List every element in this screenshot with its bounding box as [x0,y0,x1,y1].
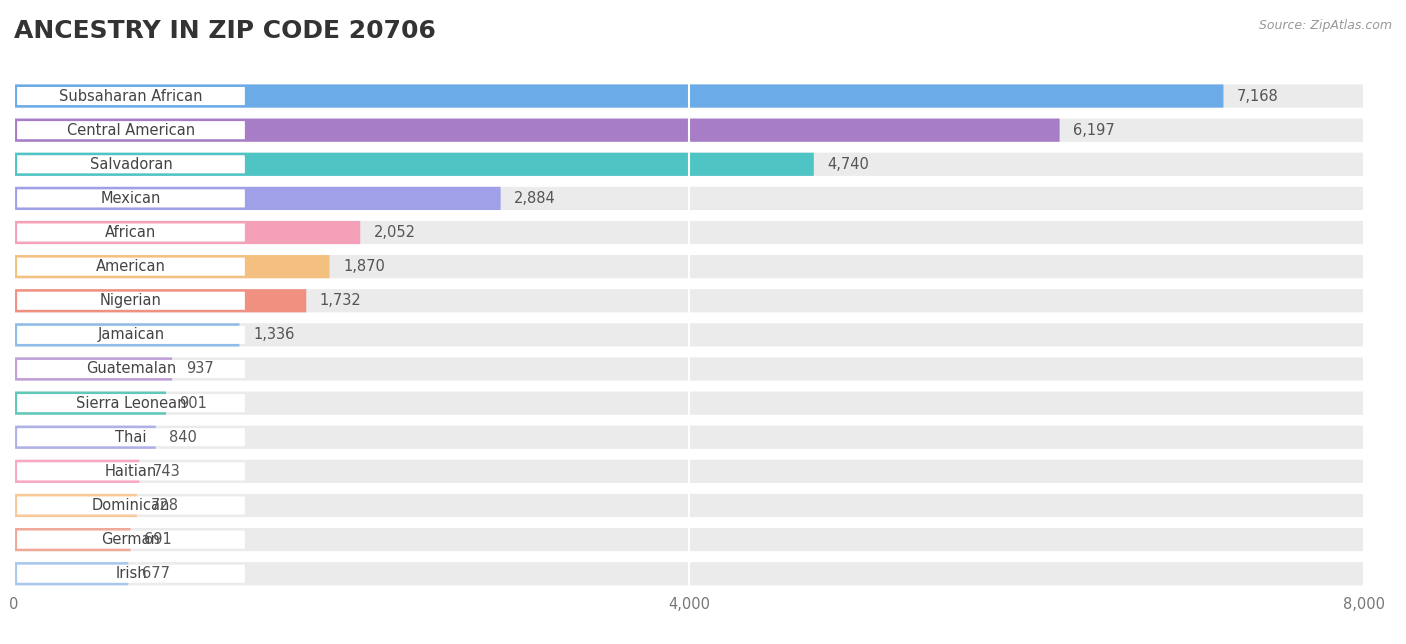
FancyBboxPatch shape [14,153,1364,176]
FancyBboxPatch shape [14,289,307,312]
FancyBboxPatch shape [17,497,245,515]
FancyBboxPatch shape [14,357,1364,381]
FancyBboxPatch shape [17,189,245,207]
FancyBboxPatch shape [17,565,245,583]
Text: 677: 677 [142,566,170,582]
Text: 691: 691 [145,532,172,547]
Text: Dominican: Dominican [91,498,170,513]
FancyBboxPatch shape [17,155,245,173]
FancyBboxPatch shape [14,494,1364,517]
FancyBboxPatch shape [14,153,814,176]
FancyBboxPatch shape [17,223,245,242]
FancyBboxPatch shape [14,187,501,210]
Text: Thai: Thai [115,430,146,445]
FancyBboxPatch shape [14,221,1364,244]
Text: 937: 937 [186,361,214,377]
Text: 840: 840 [169,430,197,445]
FancyBboxPatch shape [14,323,239,346]
Text: 6,197: 6,197 [1073,122,1115,138]
Text: 901: 901 [180,395,208,411]
FancyBboxPatch shape [14,84,1223,108]
FancyBboxPatch shape [14,118,1060,142]
FancyBboxPatch shape [14,221,360,244]
FancyBboxPatch shape [17,292,245,310]
FancyBboxPatch shape [14,528,131,551]
FancyBboxPatch shape [14,357,172,381]
Text: Haitian: Haitian [105,464,157,479]
FancyBboxPatch shape [14,426,156,449]
FancyBboxPatch shape [14,426,1364,449]
FancyBboxPatch shape [17,121,245,139]
FancyBboxPatch shape [14,323,1364,346]
Text: Nigerian: Nigerian [100,293,162,308]
FancyBboxPatch shape [17,360,245,378]
Text: Irish: Irish [115,566,146,582]
FancyBboxPatch shape [17,531,245,549]
Text: African: African [105,225,156,240]
Text: Source: ZipAtlas.com: Source: ZipAtlas.com [1258,19,1392,32]
Text: 728: 728 [150,498,179,513]
Text: 4,740: 4,740 [827,156,869,172]
FancyBboxPatch shape [14,255,1364,278]
FancyBboxPatch shape [17,394,245,412]
Text: Jamaican: Jamaican [97,327,165,343]
Text: Sierra Leonean: Sierra Leonean [76,395,186,411]
Text: Salvadoran: Salvadoran [90,156,173,172]
FancyBboxPatch shape [17,428,245,446]
FancyBboxPatch shape [17,258,245,276]
Text: 1,732: 1,732 [319,293,361,308]
Text: Central American: Central American [67,122,195,138]
FancyBboxPatch shape [14,562,1364,585]
FancyBboxPatch shape [14,84,1364,108]
Text: 2,052: 2,052 [374,225,416,240]
FancyBboxPatch shape [14,392,166,415]
Text: 1,336: 1,336 [253,327,294,343]
Text: German: German [101,532,160,547]
FancyBboxPatch shape [14,460,1364,483]
FancyBboxPatch shape [14,187,1364,210]
Text: Guatemalan: Guatemalan [86,361,176,377]
Text: 1,870: 1,870 [343,259,385,274]
Text: 7,168: 7,168 [1237,88,1278,104]
Text: Mexican: Mexican [101,191,162,206]
FancyBboxPatch shape [14,528,1364,551]
Text: 2,884: 2,884 [515,191,555,206]
FancyBboxPatch shape [14,118,1364,142]
FancyBboxPatch shape [14,562,128,585]
FancyBboxPatch shape [14,289,1364,312]
FancyBboxPatch shape [14,460,139,483]
Text: ANCESTRY IN ZIP CODE 20706: ANCESTRY IN ZIP CODE 20706 [14,19,436,43]
FancyBboxPatch shape [14,255,329,278]
FancyBboxPatch shape [14,494,136,517]
Text: American: American [96,259,166,274]
Text: Subsaharan African: Subsaharan African [59,88,202,104]
Text: 743: 743 [153,464,180,479]
FancyBboxPatch shape [17,462,245,480]
FancyBboxPatch shape [14,392,1364,415]
FancyBboxPatch shape [17,87,245,105]
FancyBboxPatch shape [17,326,245,344]
